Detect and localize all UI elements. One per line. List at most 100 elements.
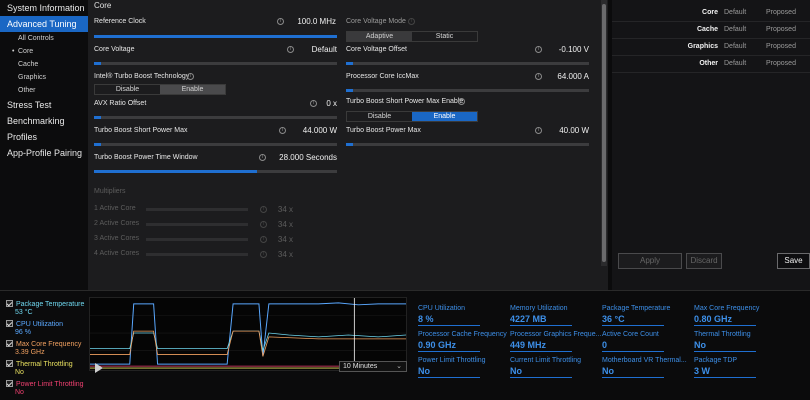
info-icon[interactable]: i (310, 100, 317, 107)
discard-button[interactable]: Discard (686, 253, 722, 269)
multiplier-slider (146, 223, 248, 226)
info-icon[interactable]: i (458, 98, 465, 105)
time-window-select[interactable]: 10 Minutes ⌄ (339, 361, 407, 372)
sidebar-item-stress-test[interactable]: Stress Test (7, 100, 52, 110)
turbo-boost-tech-disable[interactable]: Disable (95, 85, 160, 94)
pending-proposed: Proposed (766, 43, 796, 50)
processor-core-iccmax-value: 64.000 A (557, 72, 589, 81)
play-icon[interactable] (95, 363, 103, 373)
monitor-item[interactable]: Thermal Throttling (6, 360, 73, 368)
info-icon[interactable]: i (187, 73, 194, 80)
checkbox-icon[interactable] (6, 340, 13, 347)
monitor-item[interactable]: Package Temperature (6, 300, 84, 308)
stat-label: Current Limit Throttling (510, 357, 582, 364)
tb-power-time-window-slider[interactable] (94, 170, 337, 173)
turbo-boost-tech-enable[interactable]: Enable (160, 85, 225, 94)
monitor-item-value: No (15, 369, 24, 376)
info-icon[interactable]: i (535, 127, 542, 134)
sidebar-item-core[interactable]: Core (0, 45, 88, 58)
sidebar-item-other[interactable]: Other (18, 87, 36, 94)
tb-short-power-max-slider[interactable] (94, 143, 337, 146)
stat-label: Active Core Count (602, 331, 659, 338)
tb-short-power-max-disable[interactable]: Disable (347, 112, 412, 121)
core-voltage-offset-slider[interactable] (346, 62, 589, 65)
stat-value: 4227 MB (510, 314, 547, 324)
sidebar-item-graphics[interactable]: Graphics (18, 74, 47, 81)
stat-label: Thermal Throttling (694, 331, 751, 338)
info-icon: i (260, 206, 267, 213)
monitor-item[interactable]: Power Limit Throttling (6, 380, 84, 388)
sidebar-item-system-information[interactable]: System Information (7, 3, 85, 13)
apply-button[interactable]: Apply (618, 253, 682, 269)
info-icon[interactable]: i (259, 154, 266, 161)
checkbox-icon[interactable] (6, 360, 13, 367)
stat-label: Memory Utilization (510, 305, 568, 312)
stat-value: 0 (602, 340, 608, 350)
monitor-item-label: Thermal Throttling (16, 361, 73, 368)
info-icon: i (260, 251, 267, 258)
stat-underline (510, 351, 572, 352)
tb-short-power-max-enable-toggle[interactable]: Disable Enable (346, 111, 478, 122)
sidebar-item-all-controls[interactable]: All Controls (18, 35, 54, 42)
reference-clock-value: 100.0 MHz (297, 17, 336, 26)
core-voltage-fill (94, 62, 102, 65)
processor-core-iccmax-label: Processor Core IccMax (346, 73, 419, 80)
monitor-item[interactable]: Max Core Frequency (6, 340, 81, 348)
info-icon[interactable]: i (277, 18, 284, 25)
monitoring-area: Package Temperature 53 °C CPU Utilization 9… (0, 290, 810, 400)
stat-label: Power Limit Throttling (418, 357, 486, 364)
monitor-item[interactable]: CPU Utilization (6, 320, 63, 328)
info-icon[interactable]: i (287, 46, 294, 53)
pending-default: Default (724, 60, 747, 67)
avx-ratio-offset-slider[interactable] (94, 116, 337, 119)
core-voltage-mode-toggle[interactable]: Adaptive Static (346, 31, 478, 42)
pending-default: Default (724, 9, 747, 16)
processor-core-iccmax-slider[interactable] (346, 89, 589, 92)
sidebar-item-benchmarking[interactable]: Benchmarking (7, 116, 65, 126)
processor-core-iccmax-fill (346, 89, 354, 92)
core-voltage-mode-adaptive[interactable]: Adaptive (347, 32, 412, 41)
sidebar-item-app-profile-pairing[interactable]: App-Profile Pairing (7, 148, 83, 158)
stat-value: 0.90 GHz (418, 340, 457, 350)
reference-clock-slider[interactable] (94, 35, 337, 38)
multiplier-label: 4 Active Cores (94, 250, 140, 257)
pending-category: Graphics (687, 43, 718, 50)
sidebar-item-cache[interactable]: Cache (18, 61, 39, 68)
info-icon[interactable]: i (408, 18, 415, 25)
info-icon[interactable]: i (535, 73, 542, 80)
core-voltage-mode-static[interactable]: Static (412, 32, 477, 41)
pending-row-core: Core Default Proposed (612, 5, 810, 22)
checkbox-icon[interactable] (6, 300, 13, 307)
core-voltage-label: Core Voltage (94, 46, 135, 53)
turbo-boost-tech-toggle[interactable]: Disable Enable (94, 84, 226, 95)
checkbox-icon[interactable] (6, 320, 13, 327)
info-icon[interactable]: i (535, 46, 542, 53)
scrollbar-thumb[interactable] (602, 4, 606, 262)
save-button[interactable]: Save (777, 253, 810, 269)
stat-underline (694, 377, 756, 378)
core-voltage-value: Default (311, 45, 337, 54)
sidebar-item-advanced-tuning[interactable]: Advanced Tuning (0, 16, 88, 32)
info-icon[interactable]: i (279, 127, 286, 134)
sidebar-item-profiles[interactable]: Profiles (7, 132, 38, 142)
main-scrollbar[interactable] (601, 0, 607, 266)
core-voltage-slider[interactable] (94, 62, 337, 65)
stat-underline (418, 377, 480, 378)
pending-category: Core (702, 9, 718, 16)
stat-underline (510, 377, 572, 378)
stat-value: 36 °C (602, 314, 625, 324)
tb-power-max-slider[interactable] (346, 143, 589, 146)
pending-row-cache: Cache Default Proposed (612, 22, 810, 39)
multiplier-slider (146, 253, 248, 256)
core-voltage-offset-value: -0.100 V (558, 45, 589, 54)
stat-value: No (418, 366, 430, 376)
multiplier-value: 34 x (277, 220, 293, 229)
multiplier-label: 1 Active Core (94, 205, 136, 212)
tb-power-max-value: 40.00 W (559, 126, 589, 135)
multiplier-slider (146, 208, 248, 211)
tb-short-power-max-enable[interactable]: Enable (412, 112, 477, 121)
checkbox-icon[interactable] (6, 380, 13, 387)
stat-underline (602, 351, 664, 352)
series-package-temperature (90, 330, 406, 353)
stat-label: Package Temperature (602, 305, 671, 312)
